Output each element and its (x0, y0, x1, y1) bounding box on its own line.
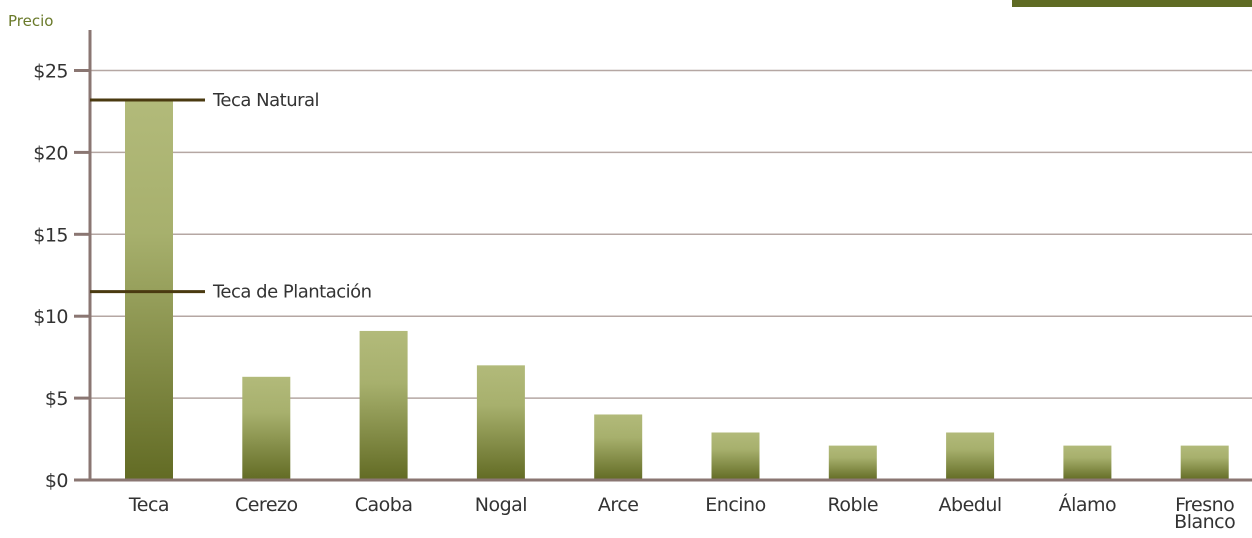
bar-caoba (359, 330, 408, 480)
grid-lines (90, 69, 1252, 399)
y-tick-label: $20 (33, 142, 68, 164)
axes (88, 30, 1252, 482)
x-category-label: Álamo (1059, 493, 1117, 516)
bar-cerezo (242, 376, 291, 480)
bars (125, 99, 1229, 480)
x-category-label: Abedul (939, 494, 1002, 516)
x-category-label: Nogal (475, 494, 527, 516)
annotation-label: Teca de Plantación (212, 282, 372, 303)
bar-arce (594, 414, 643, 480)
bar-abedul (946, 432, 995, 480)
y-tick-label: $5 (45, 388, 68, 410)
x-category-label: Encino (705, 494, 765, 516)
x-category-label: Roble (828, 494, 879, 516)
y-ticks: $0 $5 $10 $15 $20 $25 (33, 61, 90, 492)
bar-fresno-blanco (1180, 445, 1229, 480)
x-category-label: Arce (598, 494, 639, 516)
annotations: Teca Natural Teca de Plantación (90, 90, 372, 303)
bar-encino (711, 432, 760, 480)
y-tick-label: $0 (45, 470, 68, 492)
bar-teca (125, 99, 173, 480)
x-category-label: Cerezo (235, 494, 298, 516)
y-tick-label: $15 (33, 224, 68, 246)
x-category-label: Caoba (355, 494, 413, 516)
y-axis-label: Precio (8, 12, 53, 30)
corner-accent-bar (1012, 0, 1252, 7)
y-tick-label: $10 (33, 306, 68, 328)
x-category-label: Fresno Blanco (1174, 494, 1235, 533)
bar-roble (828, 445, 877, 480)
annotation-label: Teca Natural (212, 90, 319, 111)
bar-álamo (1063, 445, 1112, 480)
bar-nogal (476, 365, 525, 480)
y-tick-label: $25 (33, 61, 68, 83)
x-labels: Teca Cerezo Caoba Nogal Arce Encino Roble Abedu… (128, 493, 1236, 533)
x-category-label: Teca (128, 494, 169, 516)
